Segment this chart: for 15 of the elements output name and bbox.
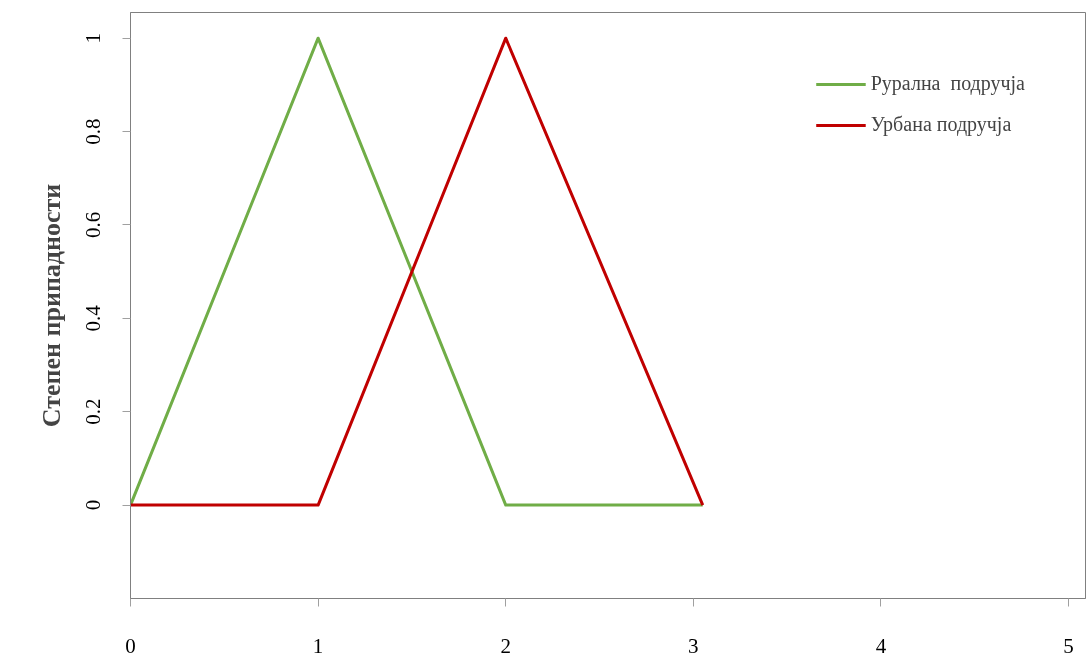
y-axis-title: Степен припадности <box>36 183 66 428</box>
y-tick-label: 0.2 <box>81 398 106 425</box>
x-tick-label: 5 <box>1063 633 1074 658</box>
y-tick-label: 0.6 <box>81 211 106 239</box>
legend-label: Урбана подручја <box>870 113 1012 136</box>
x-tick-label: 0 <box>125 633 136 658</box>
x-tick-label: 1 <box>312 633 324 658</box>
y-tick-label: 0 <box>81 499 106 511</box>
x-tick-label: 3 <box>688 633 699 658</box>
legend-label: Рурална подручја <box>870 72 1025 95</box>
y-tick-label: 0.8 <box>81 118 106 145</box>
y-tick-label: 1 <box>81 32 106 44</box>
x-tick-label: 2 <box>500 633 511 658</box>
y-tick-label: 0.4 <box>81 304 106 332</box>
x-tick-label: 4 <box>875 633 887 658</box>
